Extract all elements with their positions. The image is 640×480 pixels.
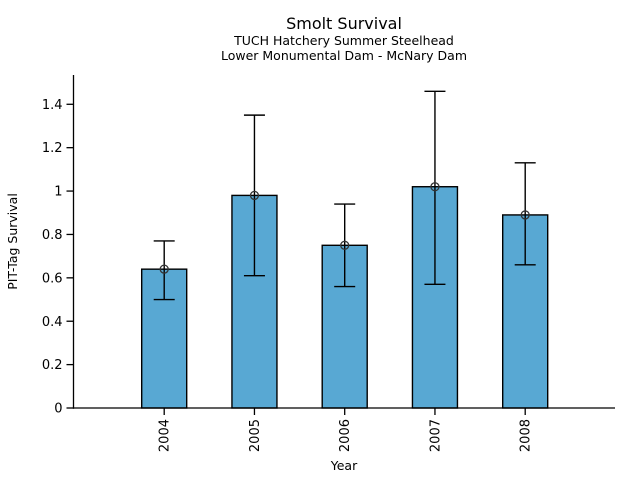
x-tick-label-2008: 2008 (519, 419, 534, 452)
plot-area: 0 0.2 0.4 0.6 0.8 1 1.2 1.4 2004 2005 2006 2007 2008 (42, 75, 615, 452)
y-tick-label-0: 0 (54, 402, 62, 417)
y-tick-label-1.4: 1.4 (42, 98, 63, 113)
point-marker-2008 (520, 210, 530, 220)
x-tick-label-2007: 2007 (428, 419, 443, 452)
x-tick-label-2006: 2006 (338, 419, 353, 452)
chart-subtitle-line2: Lower Monumental Dam - McNary Dam (221, 48, 467, 63)
x-tick-label-2004: 2004 (158, 419, 173, 452)
y-tick-label-1: 1 (54, 185, 62, 200)
bar-2007 (411, 186, 459, 409)
x-tick-label-2005: 2005 (248, 419, 263, 452)
point-marker-2006 (340, 240, 350, 250)
point-marker-2004 (159, 264, 169, 274)
x-axis-label: Year (330, 458, 358, 473)
y-tick-label-0.4: 0.4 (42, 315, 63, 330)
y-tick-label-0.6: 0.6 (42, 271, 63, 286)
chart-subtitle-line1: TUCH Hatchery Summer Steelhead (233, 33, 454, 48)
point-marker-2007 (430, 182, 440, 192)
y-tick-label-0.8: 0.8 (42, 228, 63, 243)
point-marker-2005 (249, 190, 260, 201)
y-tick-label-1.2: 1.2 (42, 141, 63, 156)
y-axis-label: PIT-Tag Survival (5, 193, 20, 290)
chart-title: Smolt Survival (286, 14, 402, 33)
y-tick-label-0.2: 0.2 (42, 358, 63, 373)
